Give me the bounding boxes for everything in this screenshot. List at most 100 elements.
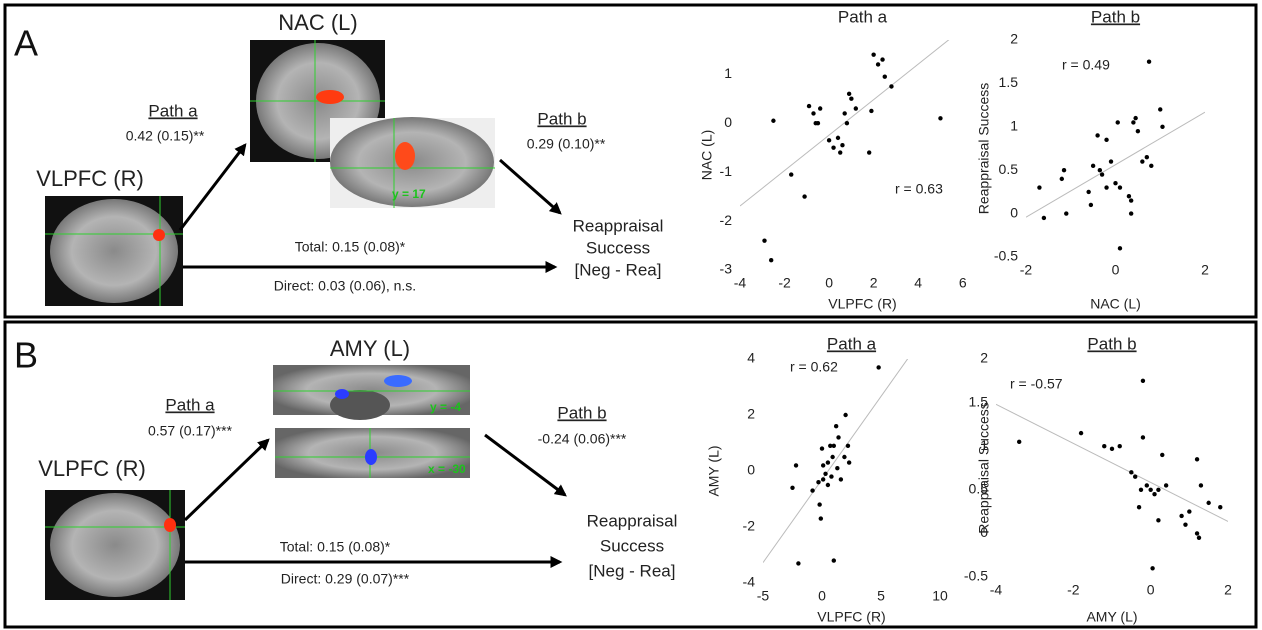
activation [384,375,412,387]
coefficient: 0.29 (0.10)** [527,136,606,152]
fit-line [1026,112,1205,217]
outcome-label: Success [600,536,664,555]
annotation: r = 0.63 [895,181,943,197]
point [1195,531,1199,535]
point [1179,514,1183,518]
x-tick-label: -5 [757,588,770,604]
point [836,435,840,439]
point [1145,155,1149,159]
point [1095,133,1099,137]
y-tick-label: 0 [980,524,988,540]
point [802,194,806,198]
figure: A NAC (L) y = 17 Path a 0.42 (0.15)** Pa… [0,0,1262,630]
point [867,150,871,154]
point [1129,470,1133,474]
point [871,52,875,56]
y-tick-label: 1 [980,437,988,453]
outcome-label: Reappraisal [573,216,664,235]
point [1131,120,1135,124]
point [1079,431,1083,435]
point [1127,194,1131,198]
point [832,444,836,448]
point [1118,185,1122,189]
chart-title: Path b [1087,334,1136,353]
point [811,111,815,115]
point [838,150,842,154]
activation [164,518,176,532]
path-label: Path b [557,403,606,422]
direct-effect: Direct: 0.03 (0.06), n.s. [274,278,416,294]
point [796,561,800,565]
x-tick-label: 0 [1147,582,1155,598]
y-tick-label: -0.5 [964,568,988,584]
point [1218,505,1222,509]
point [790,486,794,490]
point [1102,444,1106,448]
coordinate: x = -30 [428,462,466,476]
point [842,455,846,459]
point [876,365,880,369]
x-tick-label: -4 [990,582,1003,598]
point [1149,164,1153,168]
point [819,516,823,520]
y-axis-label: Reappraisal Success [976,83,992,215]
y-tick-label: 0 [724,114,732,130]
total-effect: Total: 0.15 (0.08)* [295,239,406,255]
point [1197,536,1201,540]
arrow [180,145,245,230]
point [1206,501,1210,505]
point [1091,164,1095,168]
y-axis-label: Reappraisal Success [976,402,992,534]
annotation: r = -0.57 [1010,376,1063,392]
point [842,111,846,115]
point [827,138,831,142]
point [762,238,766,242]
outcome-label: Reappraisal [587,511,678,530]
coefficient: 0.42 (0.15)** [126,128,205,144]
point [1141,379,1145,383]
point [821,477,825,481]
x-tick-label: 2 [870,275,878,291]
y-tick-label: -0.5 [994,248,1018,264]
y-tick-label: 1.5 [999,74,1019,90]
annotation: r = 0.62 [790,359,838,375]
point [1133,116,1137,120]
point [789,172,793,176]
point [1104,185,1108,189]
point [839,477,843,481]
point [1140,159,1144,163]
x-tick-label: 2 [1201,262,1209,278]
point [1160,125,1164,129]
panel-b-diagram: B AMY (L) y = -4 x = -30 Path a 0.57 (0.… [14,335,677,600]
activation [316,90,344,104]
point [1086,190,1090,194]
point [818,106,822,110]
point [869,109,873,113]
point [854,106,858,110]
point [816,480,820,484]
panel-a-diagram: A NAC (L) y = 17 Path a 0.42 (0.15)** Pa… [14,10,663,306]
point [1156,488,1160,492]
point [836,136,840,140]
coefficient: 0.57 (0.17)*** [148,423,233,439]
roi-label: NAC (L) [278,10,357,35]
point [1118,246,1122,250]
point [847,92,851,96]
point [1148,488,1152,492]
x-tick-label: -4 [734,275,747,291]
x-tick-label: 0 [818,588,826,604]
y-tick-label: 0.5 [999,161,1019,177]
point [771,119,775,123]
y-tick-label: 2 [1010,31,1018,47]
x-tick-label: 2 [1224,582,1232,598]
y-tick-label: 0 [747,462,755,478]
coordinate: y = 17 [392,187,426,201]
point [883,75,887,79]
x-tick-label: -2 [1067,582,1080,598]
point [820,446,824,450]
point [831,145,835,149]
point [821,463,825,467]
point [876,62,880,66]
panel-label: B [14,335,38,376]
